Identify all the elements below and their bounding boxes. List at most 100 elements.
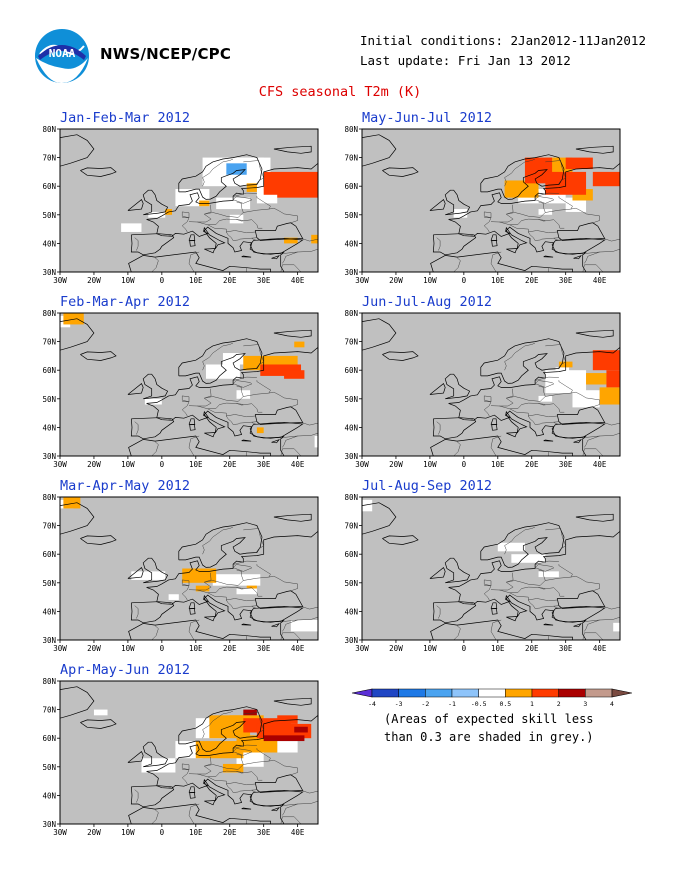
skill-mask-grey [362, 497, 620, 640]
lon-tick-label: 10W [423, 276, 437, 285]
coastline [189, 608, 196, 615]
coastline [448, 530, 620, 640]
border-line [151, 625, 159, 640]
border-line [204, 201, 244, 218]
border-line [167, 418, 173, 421]
legend-swatch [371, 688, 399, 698]
border-line [545, 196, 573, 213]
anomaly-neutral [212, 574, 261, 586]
anomaly-warm-05 [63, 313, 84, 325]
coastline [142, 189, 169, 216]
legend-tick-label: -1 [448, 700, 456, 708]
lon-tick-label: 10W [423, 644, 437, 653]
border-line [134, 789, 139, 803]
lat-tick-label: 80N [344, 125, 358, 134]
coastline [80, 167, 117, 177]
anomaly-neutral [229, 214, 244, 224]
coastline [142, 741, 169, 768]
anomaly-neutral [131, 571, 166, 580]
coastline [241, 439, 252, 442]
border-line [504, 158, 536, 187]
anomaly-warm-05 [263, 355, 298, 368]
lon-tick-label: 10E [491, 460, 505, 469]
coastline [273, 513, 312, 522]
skill-note-line1: (Areas of expected skill less [384, 712, 594, 726]
border-line [268, 759, 298, 776]
map-frame [361, 496, 621, 641]
coastline [273, 329, 312, 338]
border-line [535, 560, 559, 565]
border-line [302, 422, 318, 426]
noaa-logo: NOAA [35, 29, 89, 84]
border-line [284, 432, 318, 438]
border-line [582, 448, 604, 456]
lat-tick-label: 80N [42, 677, 56, 686]
lat-tick-label: 50N [344, 579, 358, 588]
anomaly-warm-05 [504, 180, 539, 198]
lon-tick-label: 10E [189, 644, 203, 653]
lat-tick-label: 50N [42, 395, 56, 404]
border-line [243, 528, 264, 553]
coastline [146, 162, 318, 272]
border-line [207, 592, 256, 602]
lat-tick-label: 70N [42, 706, 56, 715]
anomaly-warm-1 [277, 715, 298, 724]
lon-tick-label: 30E [559, 276, 573, 285]
border-line [586, 432, 620, 438]
anomaly-neutral [497, 542, 525, 552]
border-line [268, 391, 298, 408]
border-line [545, 380, 573, 397]
lon-tick-label: 20E [525, 644, 539, 653]
border-line [280, 448, 302, 456]
coastline [204, 248, 216, 254]
border-line [453, 257, 461, 272]
border-line [584, 435, 600, 448]
border-line [226, 783, 257, 793]
lat-tick-label: 50N [344, 395, 358, 404]
border-line [531, 635, 549, 640]
skill-mask-grey [60, 313, 318, 456]
lat-tick-label: 50N [42, 763, 56, 772]
border-line [531, 267, 549, 272]
border-line [188, 803, 200, 824]
coastline [382, 535, 419, 545]
lon-tick-label: 0 [462, 644, 467, 653]
lon-tick-label: 30W [53, 276, 67, 285]
border-line [436, 605, 441, 619]
border-line [545, 344, 566, 369]
legend-tick-label: -3 [395, 700, 403, 708]
lon-tick-label: 40E [593, 644, 607, 653]
anomaly-neutral [314, 435, 318, 448]
map-frame [59, 496, 319, 641]
lon-tick-label: 0 [160, 828, 165, 837]
lon-tick-label: 30W [53, 460, 67, 469]
legend-arrow-low [351, 688, 373, 698]
lat-tick-label: 60N [42, 366, 56, 375]
anomaly-warm-05 [256, 427, 264, 434]
coastline [130, 417, 175, 440]
lat-tick-label: 70N [344, 338, 358, 347]
lon-tick-label: 0 [160, 460, 165, 469]
coastline [480, 522, 565, 568]
border-line [202, 158, 234, 187]
border-line [584, 251, 600, 264]
lon-tick-label: 10E [189, 276, 203, 285]
border-line [268, 207, 298, 224]
legend-swatch [558, 688, 586, 698]
border-line [181, 585, 190, 601]
lon-tick-label: 0 [160, 276, 165, 285]
coastline [204, 800, 216, 806]
border-line [251, 606, 257, 609]
coastline [448, 162, 620, 272]
legend-tick-label: -2 [421, 700, 429, 708]
lon-tick-label: 20W [389, 460, 403, 469]
anomaly-warm-05 [182, 568, 217, 583]
legend-swatch [505, 688, 533, 698]
lon-tick-label: 20W [389, 276, 403, 285]
border-line [134, 237, 139, 251]
lon-tick-label: 40E [291, 460, 305, 469]
border-line [202, 342, 234, 371]
border-line [226, 415, 257, 425]
coastline [429, 199, 446, 211]
legend-tick-label: 3 [583, 700, 587, 708]
